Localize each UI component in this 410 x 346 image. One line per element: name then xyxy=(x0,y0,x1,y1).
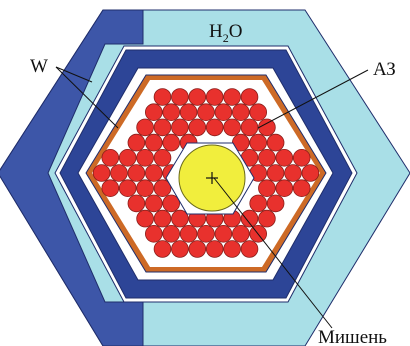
fuel-rod xyxy=(145,194,163,213)
fuel-rod xyxy=(240,209,259,228)
fuel-rod xyxy=(232,225,250,243)
fuel-rod xyxy=(162,225,181,243)
fuel-rod xyxy=(284,164,302,182)
fuel-rod xyxy=(118,179,137,198)
fuel-rod xyxy=(188,118,207,137)
fuel-rod xyxy=(292,149,311,167)
fuel-rod xyxy=(188,240,207,258)
fuel-rod xyxy=(266,164,285,182)
fuel-rods-group xyxy=(92,88,320,258)
fuel-rod xyxy=(214,225,233,243)
target-label: Мишень xyxy=(318,327,387,346)
fuel-rod xyxy=(162,194,181,213)
fuel-rod xyxy=(101,149,120,167)
fuel-rod xyxy=(153,179,172,198)
fuel-rod xyxy=(179,103,198,121)
fuel-rod xyxy=(153,118,172,137)
fuel-rod xyxy=(92,164,111,182)
core-label: АЗ xyxy=(373,59,396,80)
fuel-rod xyxy=(136,179,154,198)
fuel-rod xyxy=(127,164,146,182)
fuel-rod xyxy=(301,164,320,182)
leader-lines xyxy=(55,66,369,329)
fuel-rod xyxy=(258,209,276,228)
fuel-rod xyxy=(275,179,294,198)
fuel-rod xyxy=(292,179,311,198)
fuel-rod xyxy=(179,225,198,243)
fuel-rod xyxy=(232,103,250,121)
fuel-rod xyxy=(240,118,259,137)
fuel-rod xyxy=(162,133,181,152)
fuel-rod xyxy=(153,240,172,258)
target-center-cross xyxy=(206,172,218,184)
leader-tungsten-inner xyxy=(55,66,119,129)
fuel-rod xyxy=(249,133,268,152)
fuel-rod xyxy=(249,103,268,121)
fuel-rod xyxy=(205,88,224,106)
fuel-rod xyxy=(171,88,189,106)
fuel-rod xyxy=(118,149,137,167)
fuel-rod xyxy=(153,88,172,106)
fuel-rod xyxy=(162,103,181,121)
fuel-rod xyxy=(127,133,146,152)
fuel-rod xyxy=(223,88,241,106)
fuel-rod xyxy=(205,240,224,258)
fuel-rod xyxy=(136,149,154,167)
outer-tungsten-left-band xyxy=(0,9,144,346)
fuel-rod xyxy=(145,133,163,152)
fuel-rod xyxy=(101,179,120,198)
fuel-rod xyxy=(110,164,128,182)
fuel-rod xyxy=(153,209,172,228)
fuel-rod xyxy=(145,225,163,243)
fuel-rod xyxy=(258,118,276,137)
fuel-rod xyxy=(136,209,154,228)
fuel-rod xyxy=(197,103,215,121)
fuel-rod xyxy=(275,149,294,167)
leader-tungsten-outer xyxy=(55,66,93,83)
fuel-rod xyxy=(214,103,233,121)
fuel-rod xyxy=(240,88,259,106)
fuel-rod xyxy=(240,240,259,258)
fuel-rod xyxy=(145,164,163,182)
fuel-rod xyxy=(136,118,154,137)
fuel-rod xyxy=(266,194,285,213)
water-label: H2O xyxy=(209,21,242,45)
leader-core xyxy=(257,69,369,129)
fuel-rod xyxy=(171,209,189,228)
leader-target xyxy=(213,177,333,329)
fuel-rod xyxy=(171,118,189,137)
fuel-rod xyxy=(188,88,207,106)
tungsten-label: W xyxy=(30,56,48,77)
fuel-rod xyxy=(249,194,268,213)
fuel-rod xyxy=(205,118,224,137)
fuel-rod xyxy=(145,103,163,121)
fuel-rod xyxy=(171,240,189,258)
fuel-rod xyxy=(258,149,276,167)
fuel-rod xyxy=(266,133,285,152)
fuel-rod xyxy=(223,118,241,137)
fuel-rod xyxy=(258,179,276,198)
fuel-rod xyxy=(153,149,172,167)
fuel-rod xyxy=(223,240,241,258)
fuel-rod xyxy=(127,194,146,213)
fuel-rod xyxy=(197,225,215,243)
